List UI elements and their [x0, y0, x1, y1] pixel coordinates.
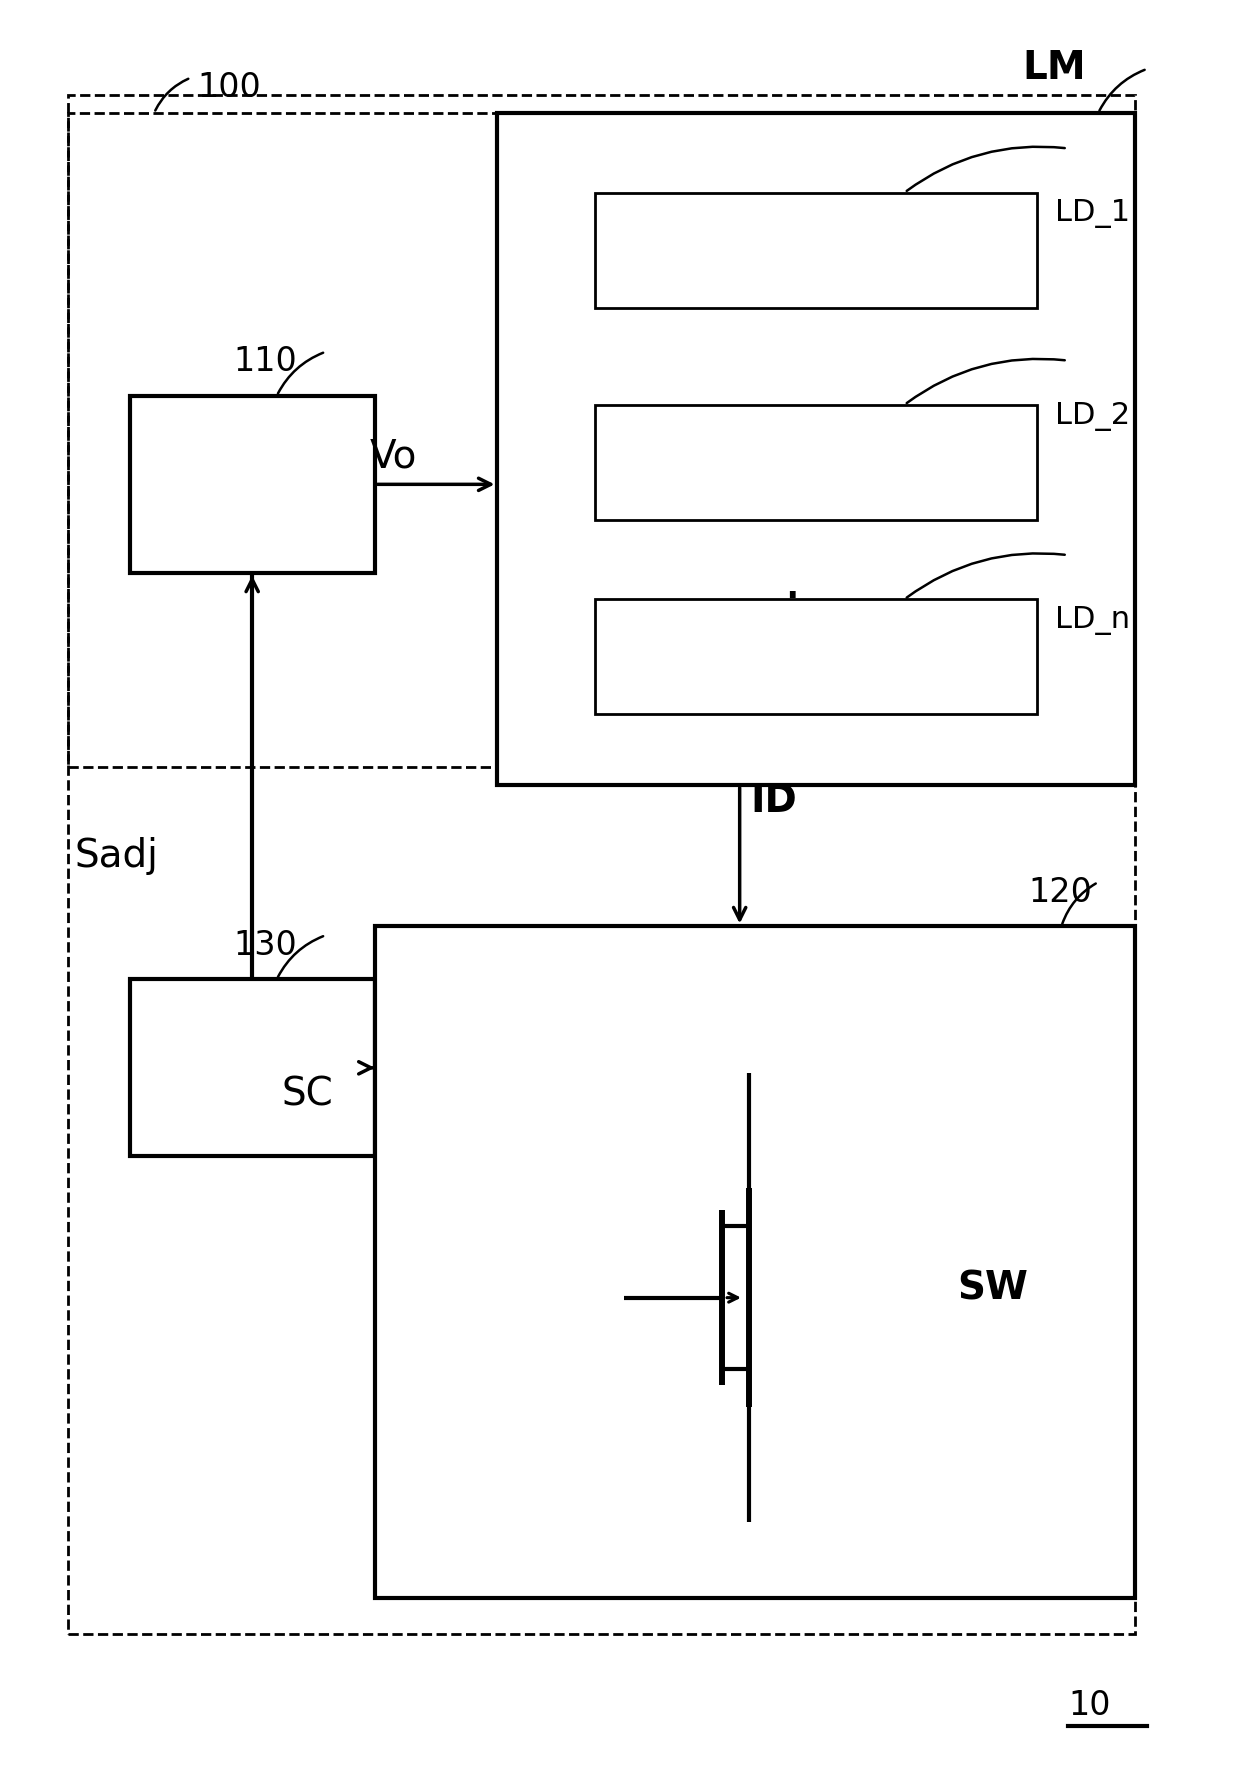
Bar	[595, 405, 1037, 520]
Bar	[595, 599, 1037, 715]
Text: ID: ID	[750, 782, 796, 820]
Text: SC: SC	[281, 1075, 334, 1114]
Bar	[68, 112, 510, 768]
Bar	[129, 980, 374, 1157]
Bar	[129, 396, 374, 572]
Text: Vo: Vo	[370, 438, 417, 476]
Text: LD_1: LD_1	[1055, 200, 1131, 228]
Bar	[497, 112, 1135, 784]
Text: 100: 100	[197, 71, 260, 103]
Text: ·: ·	[782, 572, 801, 625]
Text: 120: 120	[1028, 875, 1092, 909]
Bar	[595, 192, 1037, 308]
Text: LD_n: LD_n	[1055, 606, 1131, 634]
Bar	[374, 927, 1135, 1598]
Bar	[68, 96, 1135, 1634]
Text: SW: SW	[957, 1271, 1028, 1308]
Text: Sadj: Sadj	[74, 836, 159, 875]
Text: 110: 110	[234, 346, 298, 378]
Text: 130: 130	[234, 928, 298, 962]
Text: LM: LM	[1022, 48, 1086, 87]
Text: 10: 10	[1068, 1689, 1111, 1721]
Text: LD_2: LD_2	[1055, 403, 1131, 431]
